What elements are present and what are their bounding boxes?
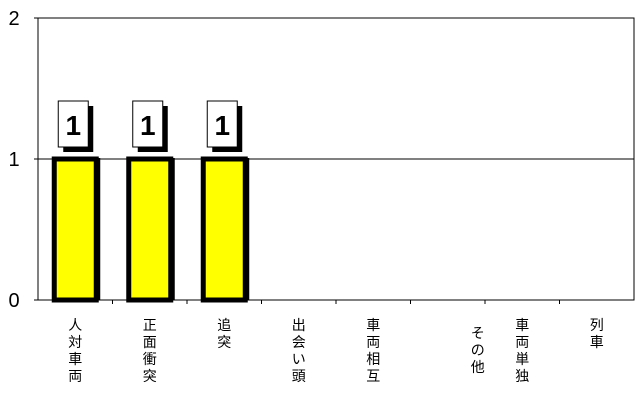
category-label: 会 — [292, 335, 306, 351]
y-tick-label: 1 — [8, 149, 19, 171]
data-label: 1 — [65, 110, 81, 141]
bar — [200, 156, 248, 303]
category-label: 両 — [515, 335, 529, 351]
category-label: 面 — [143, 335, 157, 351]
data-label-box — [206, 100, 238, 148]
category-label: 対 — [68, 335, 82, 351]
category-label: 列 — [590, 318, 604, 334]
category-label: 突 — [143, 369, 157, 385]
y-tick-label: 0 — [8, 290, 19, 312]
category-label: 正 — [143, 318, 157, 334]
category-label: 突 — [217, 335, 231, 351]
category-label: 両 — [366, 335, 380, 351]
category-label: 単 — [515, 352, 529, 368]
y-tick-label: 2 — [8, 8, 19, 30]
category-label: そ — [471, 326, 485, 342]
bar — [126, 156, 174, 303]
category-label: 衝 — [143, 352, 157, 368]
category-label: 他 — [471, 360, 485, 376]
category-label: い — [292, 352, 306, 368]
category-label: 出 — [292, 318, 306, 334]
data-label-box — [132, 100, 164, 148]
category-label: 頭 — [292, 369, 306, 385]
category-label: 互 — [366, 369, 380, 385]
data-label: 1 — [140, 110, 156, 141]
category-label: 人 — [68, 318, 82, 334]
category-label: 両 — [68, 369, 82, 385]
category-label: 車 — [68, 351, 82, 368]
category-label: 車 — [515, 317, 529, 334]
category-label: 独 — [515, 369, 529, 385]
data-label: 1 — [214, 110, 230, 141]
category-label: 車 — [366, 317, 380, 334]
category-label: 追 — [217, 318, 231, 334]
bar — [51, 156, 99, 303]
category-label: 車 — [590, 334, 604, 351]
category-label: 相 — [366, 352, 380, 368]
category-label: の — [471, 343, 485, 359]
data-label-box — [57, 100, 89, 148]
